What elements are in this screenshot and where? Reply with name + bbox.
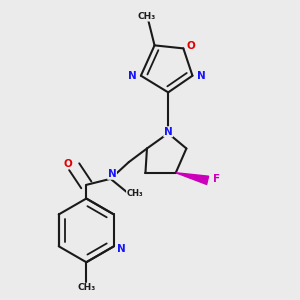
Text: N: N	[164, 127, 172, 137]
Text: CH₃: CH₃	[77, 284, 95, 292]
Text: F: F	[213, 174, 220, 184]
Text: N: N	[128, 71, 137, 81]
Text: N: N	[196, 71, 205, 81]
Text: N: N	[108, 169, 116, 179]
Text: CH₃: CH₃	[127, 190, 143, 199]
Text: O: O	[187, 41, 195, 51]
Text: CH₃: CH₃	[138, 12, 156, 21]
Text: N: N	[117, 244, 126, 254]
Text: O: O	[64, 159, 73, 169]
Polygon shape	[176, 173, 208, 184]
